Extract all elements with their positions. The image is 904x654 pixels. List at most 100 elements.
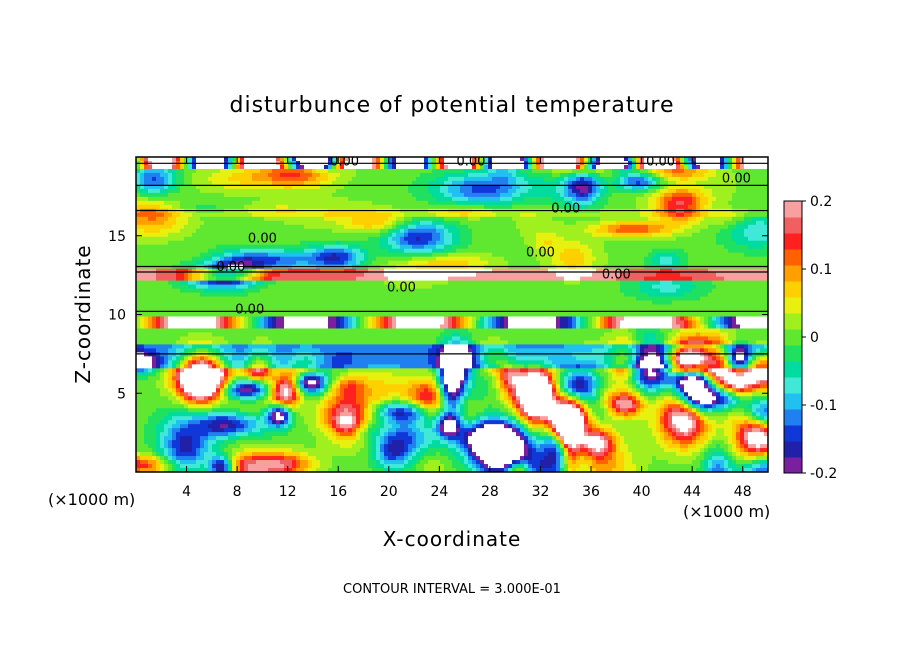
heatmap-cell [144, 384, 149, 389]
heatmap-cell [364, 468, 369, 472]
heatmap-cell [256, 460, 261, 465]
heatmap-cell [200, 328, 205, 334]
heatmap-cell [152, 448, 157, 453]
heatmap-cell [300, 336, 305, 342]
heatmap-cell [380, 396, 385, 401]
heatmap-cell [232, 312, 237, 318]
heatmap-cell [284, 168, 289, 174]
heatmap-cell [204, 360, 209, 365]
heatmap-cell [140, 460, 145, 465]
heatmap-cell [316, 164, 321, 170]
heatmap-cell [340, 236, 345, 242]
heatmap-cell [152, 412, 157, 417]
heatmap-cell [376, 448, 381, 453]
heatmap-cell [176, 232, 181, 238]
heatmap-cell [208, 468, 213, 472]
heatmap-cell [148, 292, 153, 298]
heatmap-cell [280, 364, 285, 369]
heatmap-cell [156, 380, 161, 385]
heatmap-cell [284, 212, 289, 218]
heatmap-cell [268, 248, 273, 254]
heatmap-cell [384, 436, 389, 441]
heatmap-cell [332, 260, 337, 266]
heatmap-cell [380, 180, 385, 186]
heatmap-cell [324, 312, 329, 318]
heatmap-cell [344, 372, 349, 377]
heatmap-cell [208, 252, 213, 258]
heatmap-cell [140, 256, 145, 262]
heatmap-cell [264, 236, 269, 242]
heatmap-cell [208, 436, 213, 441]
heatmap-cell [144, 368, 149, 373]
heatmap-cell [172, 232, 177, 238]
heatmap-cell [272, 348, 277, 353]
heatmap-cell [284, 200, 289, 206]
heatmap-cell [136, 236, 141, 242]
heatmap-cell [376, 176, 381, 182]
heatmap-cell [356, 324, 361, 330]
heatmap-cell [268, 244, 273, 250]
heatmap-cell [252, 176, 257, 182]
heatmap-cell [200, 416, 205, 421]
heatmap-cell [348, 400, 353, 405]
heatmap-cell [184, 184, 189, 190]
plot-area: 0.000.00 0.000.000.000.000.000.000.000.00… [136, 157, 768, 472]
heatmap-cell [284, 384, 289, 389]
heatmap-cell [280, 328, 285, 334]
heatmap-cell [144, 348, 149, 353]
heatmap-cell [368, 157, 373, 162]
heatmap-cell [168, 168, 173, 174]
heatmap-cell [148, 392, 153, 397]
heatmap-cell [256, 404, 261, 409]
heatmap-cell [240, 184, 245, 190]
heatmap-cell [208, 316, 213, 322]
heatmap-cell [236, 244, 241, 250]
heatmap-cell [184, 328, 189, 334]
heatmap-cell [212, 280, 217, 286]
heatmap-cell [292, 388, 297, 393]
heatmap-cell [188, 356, 193, 361]
heatmap-cell [244, 180, 249, 186]
heatmap-cell [164, 328, 169, 334]
heatmap-cell [204, 444, 209, 449]
heatmap-cell [168, 276, 173, 282]
heatmap-cell [356, 232, 361, 238]
heatmap-cell [156, 412, 161, 417]
heatmap-cell [268, 428, 273, 433]
heatmap-cell [204, 368, 209, 373]
heatmap-cell [216, 440, 221, 445]
heatmap-cell [260, 336, 265, 342]
heatmap-cell [308, 324, 313, 330]
heatmap-cell [208, 296, 213, 302]
heatmap-cell [224, 224, 229, 230]
heatmap-cell [164, 392, 169, 397]
heatmap-cell [224, 352, 229, 357]
heatmap-cell [228, 176, 233, 182]
heatmap-cell [356, 176, 361, 182]
heatmap-cell [264, 300, 269, 306]
heatmap-cell [188, 440, 193, 445]
heatmap-cell [212, 244, 217, 250]
heatmap-cell [152, 356, 157, 361]
heatmap-cell [380, 384, 385, 389]
heatmap-cell [356, 252, 361, 258]
heatmap-cell [256, 332, 261, 338]
heatmap-cell [224, 392, 229, 397]
heatmap-cell [352, 224, 357, 230]
heatmap-cell [300, 332, 305, 338]
heatmap-cell [372, 300, 377, 306]
heatmap-cell [240, 300, 245, 306]
heatmap-cell [260, 404, 265, 409]
heatmap-cell [152, 376, 157, 381]
heatmap-cell [344, 157, 349, 162]
heatmap-cell [316, 196, 321, 202]
heatmap-cell [152, 352, 157, 357]
heatmap-cell [228, 388, 233, 393]
heatmap-cell [176, 204, 181, 210]
heatmap-cell [180, 284, 185, 290]
heatmap-cell [348, 312, 353, 318]
heatmap-cell [248, 192, 253, 198]
heatmap-cell [224, 184, 229, 190]
heatmap-cell [160, 216, 165, 222]
heatmap-cell [316, 220, 321, 226]
